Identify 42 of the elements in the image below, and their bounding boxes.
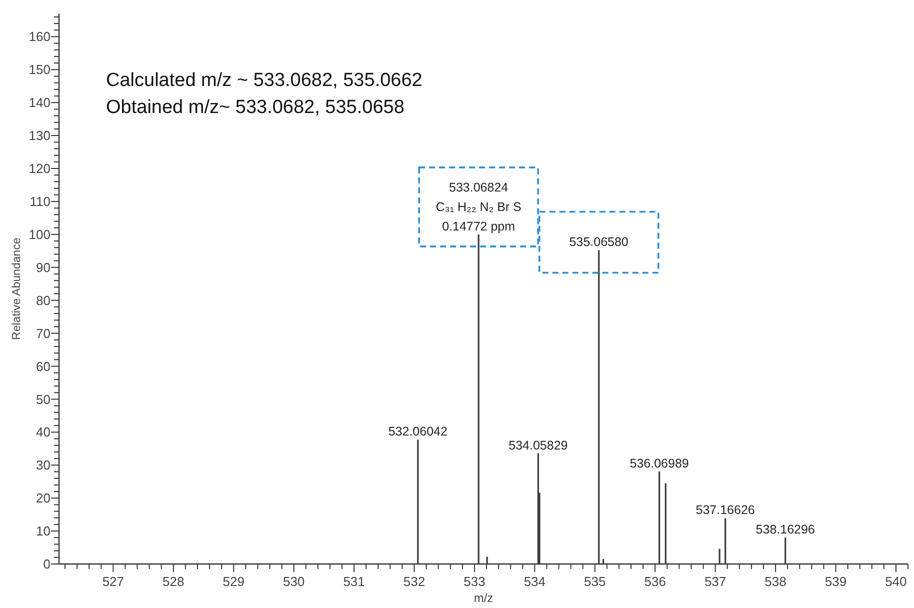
y-tick-label: 0 [43, 556, 50, 572]
annotation: 536.06989 [630, 456, 689, 470]
y-tick-label: 110 [30, 194, 50, 210]
y-tick-label: 60 [36, 358, 50, 374]
x-tick-label: 532 [403, 574, 426, 589]
annotation: 535.06580 [569, 235, 628, 250]
y-tick-label: 80 [36, 292, 50, 308]
y-tick-label: 150 [28, 62, 50, 78]
x-tick-label: 531 [343, 574, 365, 589]
x-tick-label: 536 [644, 574, 666, 589]
y-tick-label: 40 [36, 424, 50, 440]
y-tick-label: 100 [28, 226, 50, 242]
y-tick-label: 140 [28, 95, 50, 110]
annotation: Obtained m/z~ 533.0682, 535.0658 [106, 97, 404, 118]
y-tick-label: 120 [28, 161, 50, 176]
annotation: Calculated m/z ~ 533.0682, 535.0662 [106, 70, 422, 91]
annotation: 532.06042 [388, 424, 448, 439]
x-tick-label: 533 [464, 574, 486, 589]
y-tick-label: 30 [36, 458, 50, 473]
x-tick-label: 530 [282, 574, 305, 589]
x-tick-label: 527 [102, 574, 124, 589]
y-tick-label: 20 [36, 490, 50, 506]
annotation: 538.16296 [756, 522, 815, 537]
x-tick-label: 529 [222, 574, 244, 589]
y-tick-label: 130 [28, 128, 50, 144]
annotation: 534.05829 [508, 438, 568, 452]
y-axis-title: Relative Abundance [11, 238, 23, 340]
y-tick-label: 160 [28, 29, 50, 44]
x-tick-label: 535 [584, 574, 606, 589]
y-tick-label: 70 [36, 326, 50, 341]
x-tick-label: 540 [885, 574, 907, 589]
x-tick-label: 538 [764, 574, 786, 589]
y-tick-label: 10 [36, 524, 50, 539]
x-axis-title: m/z [474, 591, 494, 605]
annotation: 533.06824 C₃₁ H₂₂ N₂ Br S 0.14772 ppm [436, 180, 522, 234]
x-tick-label: 539 [824, 574, 847, 589]
x-tick-label: 528 [162, 574, 184, 589]
annotation: 537.16626 [696, 503, 755, 518]
x-tick-label: 537 [704, 574, 726, 589]
x-tick-label: 534 [524, 574, 546, 589]
y-tick-label: 90 [36, 260, 50, 275]
y-tick-label: 50 [36, 392, 50, 407]
